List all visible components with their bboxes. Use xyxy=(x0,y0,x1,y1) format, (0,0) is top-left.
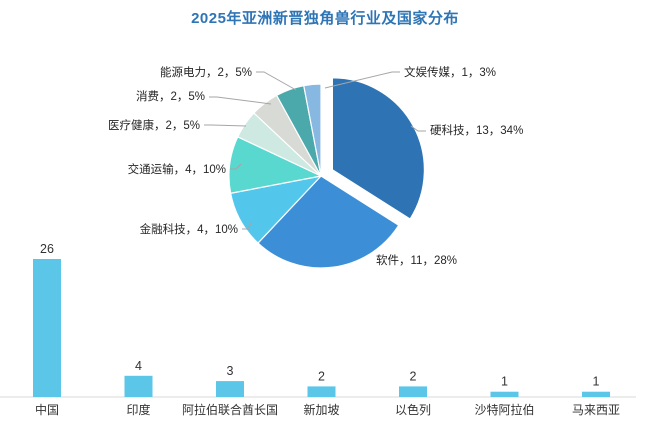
bar-4 xyxy=(399,386,427,397)
bar-category-label-4: 以色列 xyxy=(395,403,431,417)
pie-leader-line-2 xyxy=(242,220,253,230)
pie-slice-1 xyxy=(257,175,400,269)
pie-label-1: 软件，11，28% xyxy=(376,253,457,267)
pie-label-4: 医疗健康，2，5% xyxy=(108,118,200,132)
bar-category-label-6: 马来西亚 xyxy=(572,403,620,417)
pie-label-0: 硬科技，13，34% xyxy=(430,123,523,137)
pie-leader-line-6 xyxy=(256,71,297,91)
pie-label-3: 交通运输，4，10% xyxy=(128,162,226,176)
bar-category-label-0: 中国 xyxy=(35,402,59,417)
bar-category-label-3: 新加坡 xyxy=(303,402,339,417)
bar-category-label-1: 印度 xyxy=(126,402,150,417)
bar-value-label-4: 2 xyxy=(410,369,417,383)
pie-label-5: 消费，2，5% xyxy=(136,89,205,103)
pie-label-7: 文娱传媒，1，3% xyxy=(404,65,496,79)
bar-value-label-6: 1 xyxy=(593,375,600,389)
pie-leader-line-3 xyxy=(230,163,242,170)
bar-value-label-0: 26 xyxy=(40,242,54,256)
bar-value-label-2: 3 xyxy=(227,364,234,378)
pie-leader-line-7 xyxy=(324,71,400,89)
pie-leader-line-5 xyxy=(209,96,272,105)
bar-value-label-1: 4 xyxy=(135,359,142,373)
bar-value-label-3: 2 xyxy=(318,369,325,383)
bar-2 xyxy=(216,381,244,397)
pie-slice-7 xyxy=(303,83,322,177)
bar-3 xyxy=(307,386,336,397)
bar-category-label-2: 阿拉伯联合酋长国 xyxy=(182,402,278,417)
pie-leader-line-0 xyxy=(410,125,426,132)
pie-label-6: 能源电力，2，5% xyxy=(160,65,252,79)
bar-5 xyxy=(490,391,519,397)
bar-category-label-5: 沙特阿拉伯 xyxy=(474,402,534,417)
bar-1 xyxy=(124,375,153,397)
pie-label-2: 金融科技，4，10% xyxy=(140,222,238,236)
bar-value-label-5: 1 xyxy=(501,375,508,389)
bar-6 xyxy=(582,391,610,397)
bar-0 xyxy=(33,259,61,397)
pie-leader-line-4 xyxy=(204,124,247,127)
chart-title: 2025年亚洲新晋独角兽行业及国家分布 xyxy=(191,10,459,27)
